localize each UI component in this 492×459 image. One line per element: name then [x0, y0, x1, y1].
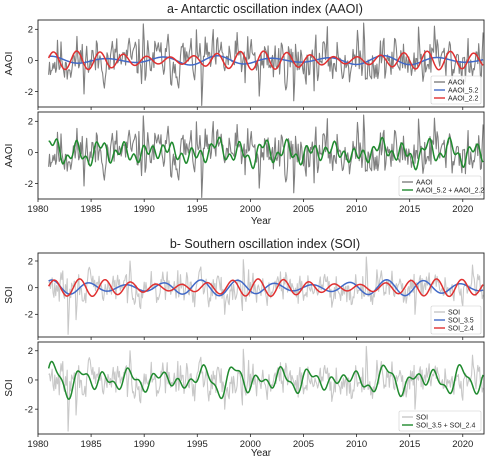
x-tick-label: 2000	[240, 439, 261, 450]
legend-box	[398, 175, 482, 197]
series-line-soi	[48, 256, 484, 335]
series-line-soi-2-4	[47, 278, 484, 298]
y-tick-label: 2	[28, 256, 33, 267]
panel-frame	[37, 19, 485, 108]
legend-box	[430, 305, 482, 335]
title-aaoi: a- Antarctic oscillation index (AAOI)	[167, 2, 363, 16]
y-tick-label: 2	[28, 25, 33, 36]
y-axis-label: SOI	[4, 379, 15, 396]
legend-entry: AAOI_5.2 + AAOI_2.2	[416, 187, 484, 194]
legend-entry: SOI	[448, 309, 460, 316]
y-axis-label: SOI	[4, 286, 15, 303]
x-tick-label: 2010	[346, 204, 367, 215]
x-tick-label: 1995	[187, 204, 208, 215]
x-tick-label: 1980	[27, 439, 48, 450]
legend-entry: SOI	[416, 414, 428, 421]
x-tick-label: 2010	[346, 439, 367, 450]
y-tick-label: 0	[28, 375, 33, 386]
title-soi: b- Southern oscillation index (SOI)	[170, 237, 360, 251]
series-line-soi-3-5	[48, 279, 484, 297]
legend-entry: AAOI	[448, 79, 465, 86]
series-line-aaoi-5-2-aaoi-2-2	[48, 136, 484, 171]
legend-entry: SOI_3.5	[448, 317, 474, 324]
y-axis-label: AAOI	[4, 52, 15, 76]
series-line-soi	[48, 345, 484, 432]
x-tick-label: 2005	[293, 439, 314, 450]
x-tick-label: 2015	[399, 204, 420, 215]
x-tick-label: 2015	[399, 439, 420, 450]
series-line-aaoi-5-2	[48, 54, 484, 66]
series-line-aaoi	[48, 22, 484, 106]
series-line-soi-3-5-soi-2-4	[47, 360, 484, 401]
x-axis-label: Year	[251, 448, 272, 459]
legend-box	[398, 410, 482, 432]
legend-entry: AAOI_2.2	[448, 95, 478, 102]
y-tick-label: 0	[28, 283, 33, 294]
legend-entry: SOI_3.5 + SOI_2.4	[416, 422, 475, 429]
legend-entry: AAOI	[416, 179, 433, 186]
x-axis-label: Year	[251, 216, 272, 227]
y-tick-label: -2	[25, 179, 33, 190]
x-tick-label: 1985	[81, 439, 102, 450]
x-tick-label: 1980	[27, 204, 48, 215]
x-tick-label: 1990	[134, 439, 155, 450]
y-tick-label: 2	[28, 346, 33, 357]
legend-box	[430, 75, 482, 105]
y-tick-label: 0	[28, 148, 33, 159]
x-tick-label: 2005	[293, 204, 314, 215]
y-axis-label: AAOI	[4, 144, 15, 168]
x-tick-label: 2020	[452, 204, 473, 215]
panel-frame	[37, 111, 485, 200]
x-tick-label: 1990	[134, 204, 155, 215]
legend-entry: SOI_2.4	[448, 325, 474, 332]
legend-entry: AAOI_5.2	[448, 87, 478, 94]
panel-frame	[37, 341, 485, 435]
x-tick-label: 2000	[240, 204, 261, 215]
y-tick-label: -2	[25, 310, 33, 321]
panel-frame	[37, 252, 485, 338]
series-line-aaoi-2-2	[47, 50, 484, 71]
y-tick-label: 2	[28, 117, 33, 128]
x-tick-label: 1995	[187, 439, 208, 450]
y-tick-label: -2	[25, 404, 33, 415]
x-tick-label: 1985	[81, 204, 102, 215]
y-tick-label: -2	[25, 87, 33, 98]
y-tick-label: 0	[28, 56, 33, 67]
x-tick-label: 2020	[452, 439, 473, 450]
panel-aaoi-sum: -2 0 2 1980 1985 1990 1995 2000 2005 2010 2015 2020…	[4, 111, 485, 227]
panel-soi-sum: -2 0 2 1980 1985 1990 1995 2000 2005 2010 2015 2020…	[4, 341, 485, 459]
